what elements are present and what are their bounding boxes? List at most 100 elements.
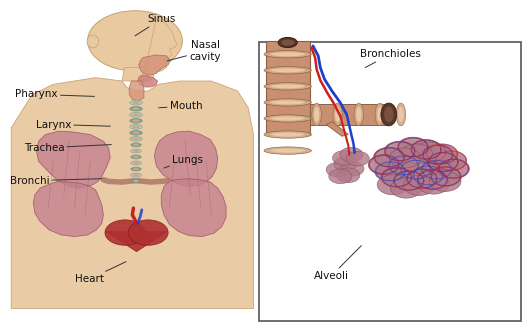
- Ellipse shape: [130, 136, 143, 141]
- Ellipse shape: [133, 162, 139, 164]
- Polygon shape: [155, 131, 218, 186]
- Polygon shape: [139, 55, 170, 75]
- Ellipse shape: [270, 52, 305, 56]
- Circle shape: [410, 139, 442, 160]
- Ellipse shape: [377, 107, 382, 122]
- Circle shape: [430, 166, 461, 186]
- Ellipse shape: [264, 115, 312, 122]
- Ellipse shape: [270, 149, 305, 153]
- Circle shape: [329, 169, 352, 184]
- Ellipse shape: [133, 114, 140, 116]
- Ellipse shape: [270, 84, 305, 88]
- Ellipse shape: [131, 161, 142, 165]
- Ellipse shape: [133, 144, 139, 146]
- Ellipse shape: [314, 107, 319, 122]
- Circle shape: [341, 161, 364, 176]
- Circle shape: [421, 160, 452, 180]
- Circle shape: [384, 141, 416, 161]
- Ellipse shape: [133, 137, 140, 140]
- Ellipse shape: [356, 107, 362, 122]
- Text: Bronchioles: Bronchioles: [360, 49, 421, 68]
- Ellipse shape: [270, 117, 305, 121]
- Ellipse shape: [264, 131, 312, 138]
- Circle shape: [374, 161, 406, 181]
- Bar: [259, 42, 521, 321]
- Ellipse shape: [270, 132, 305, 136]
- Polygon shape: [106, 232, 167, 252]
- Polygon shape: [326, 122, 348, 136]
- Text: Lungs: Lungs: [164, 155, 203, 168]
- Polygon shape: [143, 19, 177, 82]
- Circle shape: [401, 144, 432, 164]
- Ellipse shape: [133, 174, 139, 176]
- Circle shape: [427, 152, 459, 172]
- Circle shape: [435, 151, 467, 171]
- Ellipse shape: [131, 167, 142, 171]
- Ellipse shape: [131, 149, 142, 153]
- Ellipse shape: [130, 100, 143, 105]
- Ellipse shape: [133, 126, 140, 128]
- Circle shape: [388, 155, 419, 175]
- Circle shape: [128, 220, 168, 245]
- Ellipse shape: [270, 100, 305, 104]
- Ellipse shape: [398, 107, 403, 122]
- Circle shape: [326, 162, 350, 177]
- Ellipse shape: [333, 103, 343, 126]
- Text: Alveoli: Alveoli: [314, 246, 362, 281]
- Circle shape: [417, 170, 448, 190]
- Ellipse shape: [133, 108, 140, 110]
- Text: Heart: Heart: [74, 262, 126, 284]
- Circle shape: [377, 175, 409, 195]
- Ellipse shape: [131, 179, 142, 183]
- Text: Pharynx: Pharynx: [15, 89, 95, 99]
- Ellipse shape: [130, 130, 143, 135]
- Ellipse shape: [264, 83, 312, 90]
- Circle shape: [406, 169, 438, 189]
- Circle shape: [381, 167, 412, 187]
- Polygon shape: [266, 41, 310, 134]
- Ellipse shape: [278, 38, 297, 47]
- Ellipse shape: [264, 67, 312, 74]
- Circle shape: [337, 168, 360, 183]
- Circle shape: [368, 155, 400, 175]
- Circle shape: [400, 160, 431, 180]
- Polygon shape: [129, 81, 144, 101]
- Ellipse shape: [133, 168, 139, 170]
- Text: Bronchi: Bronchi: [10, 176, 102, 186]
- Circle shape: [418, 174, 449, 194]
- Ellipse shape: [131, 173, 142, 177]
- Circle shape: [346, 151, 369, 166]
- Ellipse shape: [133, 120, 140, 122]
- Circle shape: [105, 220, 145, 245]
- Circle shape: [414, 142, 446, 162]
- Ellipse shape: [335, 107, 341, 122]
- Ellipse shape: [281, 40, 294, 46]
- Ellipse shape: [133, 131, 140, 134]
- Circle shape: [333, 151, 356, 165]
- Ellipse shape: [87, 35, 99, 48]
- Ellipse shape: [384, 107, 393, 123]
- Polygon shape: [11, 78, 253, 308]
- Circle shape: [88, 11, 182, 71]
- Ellipse shape: [354, 103, 364, 126]
- Text: Mouth: Mouth: [159, 101, 202, 111]
- Circle shape: [373, 147, 405, 167]
- Text: Nasal
cavity: Nasal cavity: [167, 40, 221, 62]
- Text: Trachea: Trachea: [24, 143, 111, 153]
- Ellipse shape: [130, 119, 143, 123]
- Ellipse shape: [133, 156, 139, 158]
- Ellipse shape: [130, 125, 143, 129]
- Ellipse shape: [133, 150, 139, 152]
- Circle shape: [340, 147, 363, 162]
- Circle shape: [397, 137, 429, 157]
- Circle shape: [429, 171, 461, 192]
- Ellipse shape: [131, 143, 142, 147]
- Circle shape: [412, 165, 444, 185]
- Ellipse shape: [130, 107, 143, 111]
- Polygon shape: [162, 179, 226, 237]
- Circle shape: [393, 171, 425, 191]
- Ellipse shape: [264, 99, 312, 106]
- Circle shape: [426, 144, 458, 164]
- Circle shape: [438, 159, 469, 179]
- Polygon shape: [138, 75, 158, 87]
